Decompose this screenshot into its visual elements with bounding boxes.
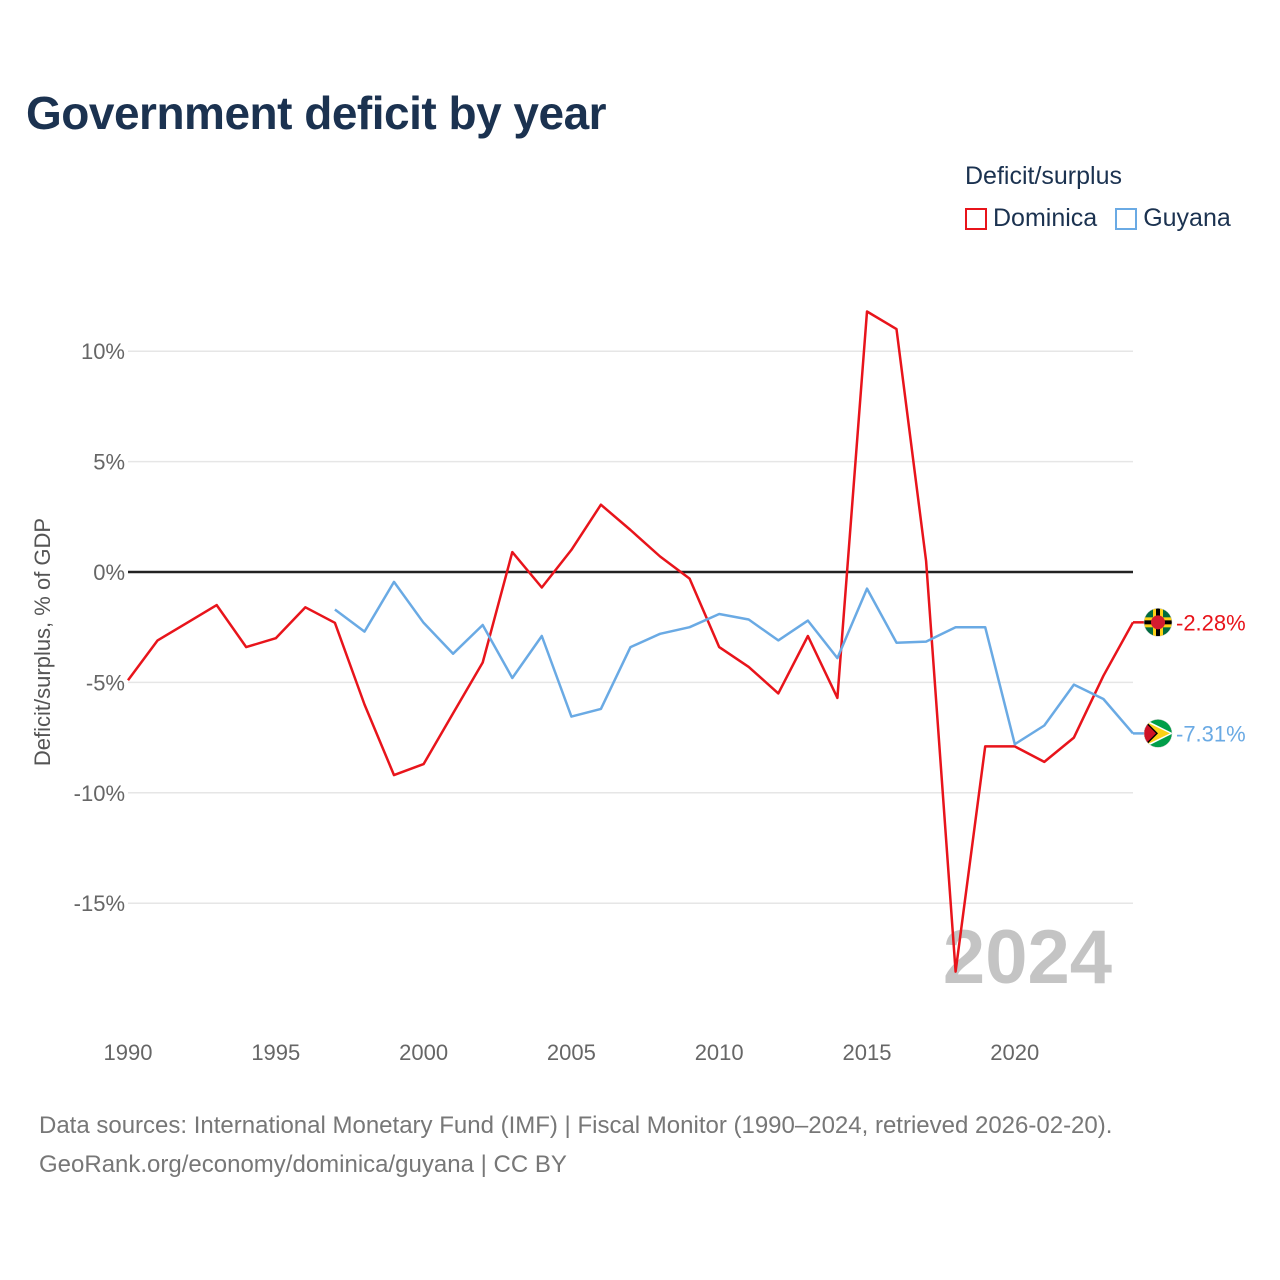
data-point-dominica[interactable] — [686, 575, 694, 583]
data-point-dominica[interactable] — [627, 526, 635, 534]
series-line-dominica[interactable] — [126, 310, 1135, 973]
legend-swatch-dominica — [965, 207, 987, 230]
data-point-dominica[interactable] — [952, 968, 960, 976]
data-point-guyana[interactable] — [863, 585, 871, 593]
data-point-dominica[interactable] — [420, 760, 428, 768]
data-point-guyana[interactable] — [1011, 740, 1019, 748]
data-point-dominica[interactable] — [331, 619, 339, 627]
dominica-flag-icon — [1143, 608, 1173, 637]
x-tick-label: 2020 — [990, 1040, 1039, 1065]
x-tick-label: 2010 — [695, 1040, 744, 1065]
data-point-dominica[interactable] — [656, 553, 664, 561]
data-point-dominica[interactable] — [922, 557, 930, 565]
data-point-guyana[interactable] — [745, 615, 753, 623]
y-tick-label: 0% — [93, 560, 125, 585]
x-axis-ticks: 1990 1995 2000 2005 2010 2015 2020 — [104, 1040, 1040, 1065]
data-point-dominica[interactable] — [479, 659, 487, 667]
data-point-dominica[interactable] — [715, 643, 723, 651]
data-point-dominica[interactable] — [863, 307, 871, 315]
legend-label-dominica: Dominica — [993, 204, 1098, 232]
data-point-dominica[interactable] — [360, 700, 368, 708]
data-point-dominica[interactable] — [449, 709, 457, 717]
data-point-guyana[interactable] — [833, 654, 841, 662]
x-tick-label: 1995 — [251, 1040, 300, 1065]
series-lines — [124, 307, 1135, 976]
data-point-dominica[interactable] — [597, 501, 605, 509]
x-tick-label: 2000 — [399, 1040, 448, 1065]
y-tick-label: -15% — [74, 891, 125, 916]
data-point-guyana[interactable] — [538, 632, 546, 640]
legend-item-guyana[interactable]: Guyana — [1115, 204, 1231, 233]
data-point-dominica[interactable] — [745, 663, 753, 671]
data-point-guyana[interactable] — [715, 610, 723, 618]
data-point-guyana[interactable] — [656, 630, 664, 638]
data-point-guyana[interactable] — [893, 639, 901, 647]
footer: Data sources: International Monetary Fun… — [39, 1106, 1112, 1184]
x-tick-label: 2005 — [547, 1040, 596, 1065]
data-point-guyana[interactable] — [567, 713, 575, 721]
end-value-label-dominica: -2.28% — [1176, 610, 1246, 635]
legend-swatch-guyana — [1115, 207, 1138, 230]
data-point-dominica[interactable] — [390, 771, 398, 779]
y-tick-label: 5% — [93, 450, 125, 475]
legend-title: Deficit/surplus — [965, 162, 1122, 190]
legend-label-guyana: Guyana — [1143, 204, 1231, 232]
data-point-guyana[interactable] — [952, 623, 960, 631]
data-point-guyana[interactable] — [774, 636, 782, 644]
chart-title: Government deficit by year — [26, 87, 607, 139]
data-point-guyana[interactable] — [1040, 721, 1048, 729]
data-point-dominica[interactable] — [567, 546, 575, 554]
data-point-guyana[interactable] — [331, 606, 339, 614]
data-point-dominica[interactable] — [242, 643, 250, 651]
y-tick-label: -10% — [74, 781, 125, 806]
series-end-markers: -2.28% -7.31% — [1133, 608, 1246, 748]
data-point-dominica[interactable] — [833, 694, 841, 702]
x-tick-label: 1990 — [104, 1040, 153, 1065]
data-point-guyana[interactable] — [360, 628, 368, 636]
data-point-dominica[interactable] — [183, 619, 191, 627]
data-source-text: Data sources: International Monetary Fun… — [39, 1112, 1113, 1139]
data-point-dominica[interactable] — [538, 583, 546, 591]
legend-item-dominica[interactable]: Dominica — [965, 204, 1097, 233]
data-point-guyana[interactable] — [449, 650, 457, 658]
legend: Dominica Guyana — [965, 204, 1231, 233]
data-point-guyana[interactable] — [981, 623, 989, 631]
data-point-dominica[interactable] — [981, 742, 989, 750]
attribution-text: GeoRank.org/economy/dominica/guyana | CC… — [39, 1151, 567, 1178]
data-point-guyana[interactable] — [420, 619, 428, 627]
y-tick-label: -5% — [86, 670, 125, 695]
data-point-dominica[interactable] — [213, 601, 221, 609]
data-point-guyana[interactable] — [627, 643, 635, 651]
y-tick-label: 10% — [81, 339, 125, 364]
data-point-guyana[interactable] — [479, 621, 487, 629]
data-point-dominica[interactable] — [1099, 672, 1107, 680]
data-point-guyana[interactable] — [686, 623, 694, 631]
data-point-dominica[interactable] — [272, 634, 280, 642]
end-value-label-guyana: -7.31% — [1176, 721, 1246, 746]
data-point-dominica[interactable] — [154, 636, 162, 644]
y-axis-ticks: 10% 5% 0% -5% -10% -15% — [74, 339, 125, 916]
year-watermark: 2024 — [943, 915, 1112, 1000]
series-line-guyana[interactable] — [334, 580, 1134, 746]
data-point-dominica[interactable] — [893, 325, 901, 333]
data-point-guyana[interactable] — [597, 705, 605, 713]
data-point-dominica[interactable] — [1070, 734, 1078, 742]
data-point-dominica[interactable] — [124, 676, 132, 684]
x-tick-label: 2015 — [842, 1040, 891, 1065]
data-point-dominica[interactable] — [301, 603, 309, 611]
data-point-guyana[interactable] — [922, 638, 930, 646]
data-point-dominica[interactable] — [508, 548, 516, 556]
y-axis-label: Deficit/surplus, % of GDP — [30, 518, 55, 766]
data-point-guyana[interactable] — [508, 674, 516, 682]
data-point-dominica[interactable] — [804, 632, 812, 640]
data-point-guyana[interactable] — [804, 617, 812, 625]
data-point-dominica[interactable] — [774, 689, 782, 697]
data-point-guyana[interactable] — [1099, 695, 1107, 703]
data-point-guyana[interactable] — [390, 578, 398, 586]
chart-plot-area: 10% 5% 0% -5% -10% -15% 1990 1995 2000 2005 2010 2… — [30, 307, 1246, 1065]
guyana-flag-icon — [1143, 719, 1173, 748]
data-point-guyana[interactable] — [1070, 681, 1078, 689]
data-point-dominica[interactable] — [1040, 758, 1048, 766]
